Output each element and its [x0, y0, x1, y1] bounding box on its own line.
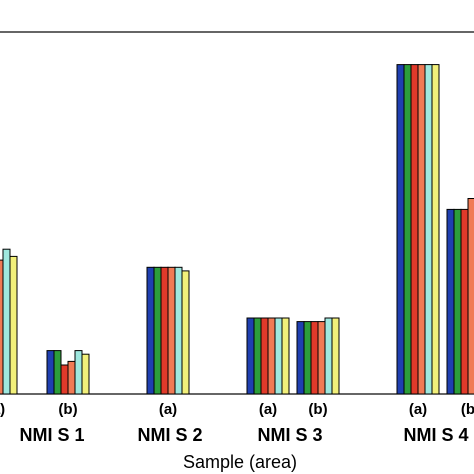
- bar: [153, 266, 162, 395]
- case-label: (a): [409, 401, 427, 418]
- bar: [403, 64, 412, 395]
- bar: [67, 360, 76, 395]
- bar: [9, 255, 18, 395]
- case-label: (b): [308, 401, 327, 418]
- bar: [181, 270, 190, 395]
- bar: [317, 321, 326, 395]
- bar: [410, 64, 419, 395]
- bar: [467, 198, 474, 395]
- bars-layer: [0, 64, 474, 395]
- bar: [281, 317, 290, 395]
- bar: [424, 64, 433, 395]
- bar: [303, 321, 312, 395]
- bar: [74, 350, 83, 395]
- bar: [460, 208, 469, 395]
- labels-layer: (a) (b) NMI S 1 (a) NMI S 2 (a) (b) NMI S 3 (a) (…: [0, 401, 474, 445]
- case-label: (a): [259, 401, 277, 418]
- bar: [396, 64, 405, 395]
- bar: [431, 64, 440, 395]
- bar: [146, 266, 155, 395]
- case-label: (a): [0, 401, 5, 418]
- case-label: (b: [461, 401, 474, 418]
- case-label: (a): [159, 401, 177, 418]
- bar: [160, 266, 169, 395]
- bar: [2, 248, 11, 395]
- bar: [453, 208, 462, 395]
- bar: [324, 317, 333, 395]
- bar: [331, 317, 340, 395]
- bar: [167, 266, 176, 395]
- group-label: NMI S 2: [137, 425, 202, 445]
- bar: [81, 353, 90, 395]
- bar: [296, 321, 305, 395]
- bar: [60, 364, 69, 395]
- bar: [253, 317, 262, 395]
- group-label: NMI S 1: [19, 425, 84, 445]
- bar: [53, 350, 62, 395]
- bar: [310, 321, 319, 395]
- group-label: NMI S 3: [257, 425, 322, 445]
- x-axis-title: Sample (area): [183, 452, 297, 472]
- bar: [267, 317, 276, 395]
- bar: [274, 317, 283, 395]
- bar: [46, 350, 55, 395]
- case-label: (b): [58, 401, 77, 418]
- plot-frame: [0, 31, 474, 395]
- bar: [446, 208, 455, 395]
- bar: [260, 317, 269, 395]
- bar: [246, 317, 255, 395]
- ticks-layer: [67, 389, 469, 394]
- bar: [174, 266, 183, 395]
- bar: [417, 64, 426, 395]
- group-label: NMI S 4: [403, 425, 468, 445]
